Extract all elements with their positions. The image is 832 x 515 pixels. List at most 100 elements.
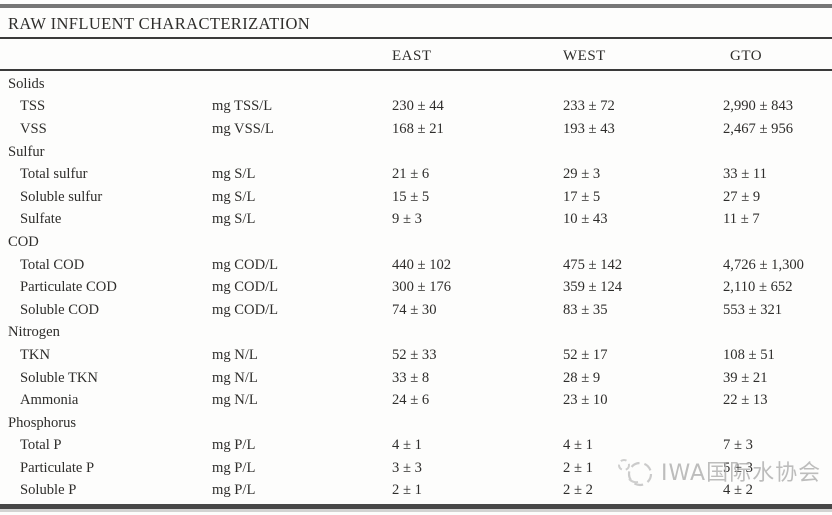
row-unit: mg P/L: [212, 437, 256, 454]
row-east-value: 9 ± 3: [392, 211, 422, 228]
row-label: VSS: [20, 120, 47, 137]
row-label: Ammonia: [20, 392, 79, 409]
section-title: Nitrogen: [8, 324, 60, 341]
section-title: COD: [8, 233, 39, 250]
row-unit: mg VSS/L: [212, 120, 274, 137]
row-east-value: 2 ± 1: [392, 482, 422, 499]
row-label: Sulfate: [20, 211, 62, 228]
row-gto-value: 2,990 ± 843: [723, 98, 794, 115]
table-row: Total sulfur mg S/L 21 ± 6 29 ± 3 33 ± 1…: [0, 163, 832, 186]
row-east-value: 21 ± 6: [392, 166, 430, 183]
row-gto-value: 2,110 ± 652: [723, 279, 793, 296]
rule-under-title: [0, 37, 832, 39]
row-label: Particulate P: [20, 459, 95, 476]
table-row: Ammonia mg N/L 24 ± 6 23 ± 10 22 ± 13: [0, 389, 832, 412]
column-header-west: WEST: [563, 47, 606, 64]
row-west-value: 29 ± 3: [563, 166, 601, 183]
row-gto-value: 4 ± 2: [723, 482, 753, 499]
section-row-sulfur: Sulfur: [0, 141, 832, 164]
row-unit: mg S/L: [212, 211, 256, 228]
table-row: Total P mg P/L 4 ± 1 4 ± 1 7 ± 3: [0, 435, 832, 458]
row-gto-value: 27 ± 9: [723, 188, 761, 205]
row-west-value: 4 ± 1: [563, 437, 593, 454]
row-east-value: 24 ± 6: [392, 392, 430, 409]
row-gto-value: 108 ± 51: [723, 346, 775, 363]
row-label: TSS: [20, 98, 46, 115]
row-label: Total sulfur: [20, 166, 88, 183]
section-title: Phosphorus: [8, 414, 77, 431]
row-west-value: 359 ± 124: [563, 279, 623, 296]
bottom-thick-rule: [0, 504, 832, 509]
section-title: Solids: [8, 75, 45, 92]
row-west-value: 83 ± 35: [563, 301, 608, 318]
row-gto-value: 33 ± 11: [723, 166, 767, 183]
row-unit: mg N/L: [212, 369, 258, 386]
section-row-nitrogen: Nitrogen: [0, 322, 832, 345]
row-gto-value: 11 ± 7: [723, 211, 760, 228]
section-row-solids: Solids: [0, 73, 832, 96]
table-row: Sulfate mg S/L 9 ± 3 10 ± 43 11 ± 7: [0, 209, 832, 232]
table-row: Particulate COD mg COD/L 300 ± 176 359 ±…: [0, 276, 832, 299]
row-unit: mg P/L: [212, 459, 256, 476]
row-west-value: 2 ± 1: [563, 459, 593, 476]
table-row: Soluble P mg P/L 2 ± 1 2 ± 2 4 ± 2: [0, 480, 832, 503]
row-west-value: 2 ± 2: [563, 482, 593, 499]
row-unit: mg COD/L: [212, 279, 279, 296]
row-east-value: 33 ± 8: [392, 369, 430, 386]
rule-under-header: [0, 69, 832, 71]
table-row: VSS mg VSS/L 168 ± 21 193 ± 43 2,467 ± 9…: [0, 118, 832, 141]
row-unit: mg N/L: [212, 346, 258, 363]
row-west-value: 233 ± 72: [563, 98, 615, 115]
row-gto-value: 5 ± 3: [723, 459, 753, 476]
section-row-cod: COD: [0, 231, 832, 254]
table-row: Soluble sulfur mg S/L 15 ± 5 17 ± 5 27 ±…: [0, 186, 832, 209]
row-east-value: 168 ± 21: [392, 120, 444, 137]
row-east-value: 230 ± 44: [392, 98, 444, 115]
table-row: Soluble TKN mg N/L 33 ± 8 28 ± 9 39 ± 21: [0, 367, 832, 390]
row-label: Soluble COD: [20, 301, 100, 318]
row-label: Total P: [20, 437, 62, 454]
table-row: Particulate P mg P/L 3 ± 3 2 ± 1 5 ± 3: [0, 457, 832, 480]
row-gto-value: 22 ± 13: [723, 392, 768, 409]
table-row: TSS mg TSS/L 230 ± 44 233 ± 72 2,990 ± 8…: [0, 96, 832, 119]
row-unit: mg COD/L: [212, 301, 279, 318]
row-west-value: 17 ± 5: [563, 188, 601, 205]
row-label: TKN: [20, 346, 50, 363]
row-east-value: 15 ± 5: [392, 188, 430, 205]
row-gto-value: 553 ± 321: [723, 301, 783, 318]
column-header-east: EAST: [392, 47, 432, 64]
row-east-value: 440 ± 102: [392, 256, 452, 273]
table-title: RAW INFLUENT CHARACTERIZATION: [8, 14, 311, 33]
section-row-phosphorus: Phosphorus: [0, 412, 832, 435]
table-row: Total COD mg COD/L 440 ± 102 475 ± 142 4…: [0, 254, 832, 277]
row-west-value: 193 ± 43: [563, 120, 615, 137]
row-unit: mg COD/L: [212, 256, 279, 273]
top-thick-rule: [0, 4, 832, 8]
row-east-value: 4 ± 1: [392, 437, 422, 454]
table-body: Solids TSS mg TSS/L 230 ± 44 233 ± 72 2,…: [0, 73, 832, 502]
table-row: Soluble COD mg COD/L 74 ± 30 83 ± 35 553…: [0, 299, 832, 322]
row-label: Soluble TKN: [20, 369, 98, 386]
row-gto-value: 7 ± 3: [723, 437, 753, 454]
row-label: Particulate COD: [20, 279, 117, 296]
table-row: TKN mg N/L 52 ± 33 52 ± 17 108 ± 51: [0, 344, 832, 367]
row-gto-value: 39 ± 21: [723, 369, 768, 386]
row-unit: mg N/L: [212, 392, 258, 409]
section-title: Sulfur: [8, 143, 45, 160]
row-west-value: 475 ± 142: [563, 256, 623, 273]
row-label: Total COD: [20, 256, 85, 273]
row-label: Soluble sulfur: [20, 188, 103, 205]
row-east-value: 74 ± 30: [392, 301, 437, 318]
row-west-value: 28 ± 9: [563, 369, 601, 386]
column-header-row: EAST WEST GTO: [0, 44, 832, 68]
column-header-gto: GTO: [730, 47, 763, 64]
row-west-value: 52 ± 17: [563, 346, 608, 363]
row-east-value: 3 ± 3: [392, 459, 422, 476]
row-gto-value: 2,467 ± 956: [723, 120, 794, 137]
row-label: Soluble P: [20, 482, 77, 499]
row-west-value: 23 ± 10: [563, 392, 608, 409]
row-gto-value: 4,726 ± 1,300: [723, 256, 804, 273]
row-unit: mg TSS/L: [212, 98, 273, 115]
row-unit: mg S/L: [212, 166, 256, 183]
row-east-value: 300 ± 176: [392, 279, 452, 296]
